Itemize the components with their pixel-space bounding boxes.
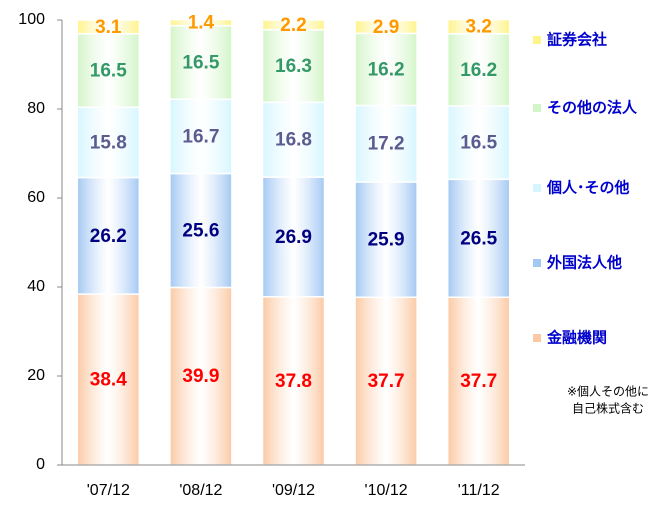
- bar-segment: [446, 105, 511, 181]
- data-label: 37.7: [368, 371, 405, 392]
- data-label: 16.5: [460, 133, 497, 154]
- data-label: 2.2: [280, 15, 306, 36]
- data-label: 16.8: [275, 130, 312, 151]
- data-label: 26.2: [90, 226, 127, 247]
- data-label: 16.5: [182, 53, 219, 74]
- x-tick-label: '09/12: [272, 482, 315, 499]
- bar-segment: [261, 29, 326, 104]
- data-label: 37.7: [460, 371, 497, 392]
- bar-segment: [76, 106, 141, 179]
- x-tick-label: '11/12: [458, 482, 500, 499]
- data-label: 16.7: [182, 126, 219, 147]
- x-tick-label: '10/12: [365, 482, 408, 499]
- bar-segment: [169, 18, 233, 27]
- bar-segment: [446, 178, 511, 298]
- x-tick-label: '07/12: [87, 482, 130, 499]
- legend-marker: [533, 36, 541, 44]
- legend-marker: [533, 184, 541, 192]
- annotation: 自己株式含む: [572, 401, 644, 416]
- annotation: ※個人その他に: [567, 385, 649, 399]
- bar-segment: [446, 296, 511, 466]
- data-label: 25.6: [182, 221, 219, 242]
- data-label: 16.5: [90, 61, 127, 82]
- y-tick-label: 60: [27, 189, 45, 206]
- data-label: 17.2: [368, 134, 405, 155]
- legend-marker: [533, 259, 541, 267]
- legend-label: 証券会社: [547, 31, 607, 49]
- legend-label: その他の法人: [547, 99, 638, 117]
- data-label: 1.4: [188, 13, 215, 34]
- data-label: 25.9: [368, 230, 405, 251]
- data-label: 26.9: [275, 227, 312, 248]
- data-label: 26.5: [460, 228, 497, 249]
- bar-segment: [169, 172, 233, 289]
- y-tick-label: 100: [18, 11, 45, 28]
- bar-segment: [76, 176, 141, 295]
- data-label: 15.8: [90, 132, 127, 153]
- data-label: 16.2: [368, 59, 405, 80]
- bar-segment: [354, 19, 418, 35]
- y-tick-label: 20: [27, 367, 45, 384]
- data-label: 39.9: [182, 366, 219, 387]
- bar-segment: [76, 19, 141, 35]
- data-label: 38.4: [90, 370, 127, 391]
- data-label: 3.1: [95, 17, 122, 38]
- bar-segment: [446, 18, 511, 35]
- legend-label: 外国法人他: [546, 254, 622, 272]
- y-tick-label: 80: [27, 100, 45, 117]
- legend-marker: [533, 334, 541, 342]
- legend-marker: [533, 104, 541, 112]
- bar-segment: [261, 296, 326, 466]
- y-tick-label: 40: [27, 278, 45, 295]
- bar-segment: [354, 32, 418, 107]
- data-label: 37.8: [275, 371, 312, 392]
- bar-segment: [261, 101, 326, 178]
- legend-label: 金融機関: [546, 329, 607, 347]
- bar-segment: [169, 25, 233, 100]
- x-tick-label: '08/12: [179, 482, 222, 499]
- data-label: 16.2: [460, 60, 497, 81]
- data-label: 2.9: [373, 17, 399, 38]
- data-label: 3.2: [465, 17, 491, 38]
- legend-label: 個人･その他: [546, 179, 630, 197]
- y-tick-label: 0: [36, 456, 45, 473]
- bar-segment: [261, 176, 326, 298]
- data-label: 16.3: [275, 56, 312, 77]
- bar-segment: [261, 19, 326, 31]
